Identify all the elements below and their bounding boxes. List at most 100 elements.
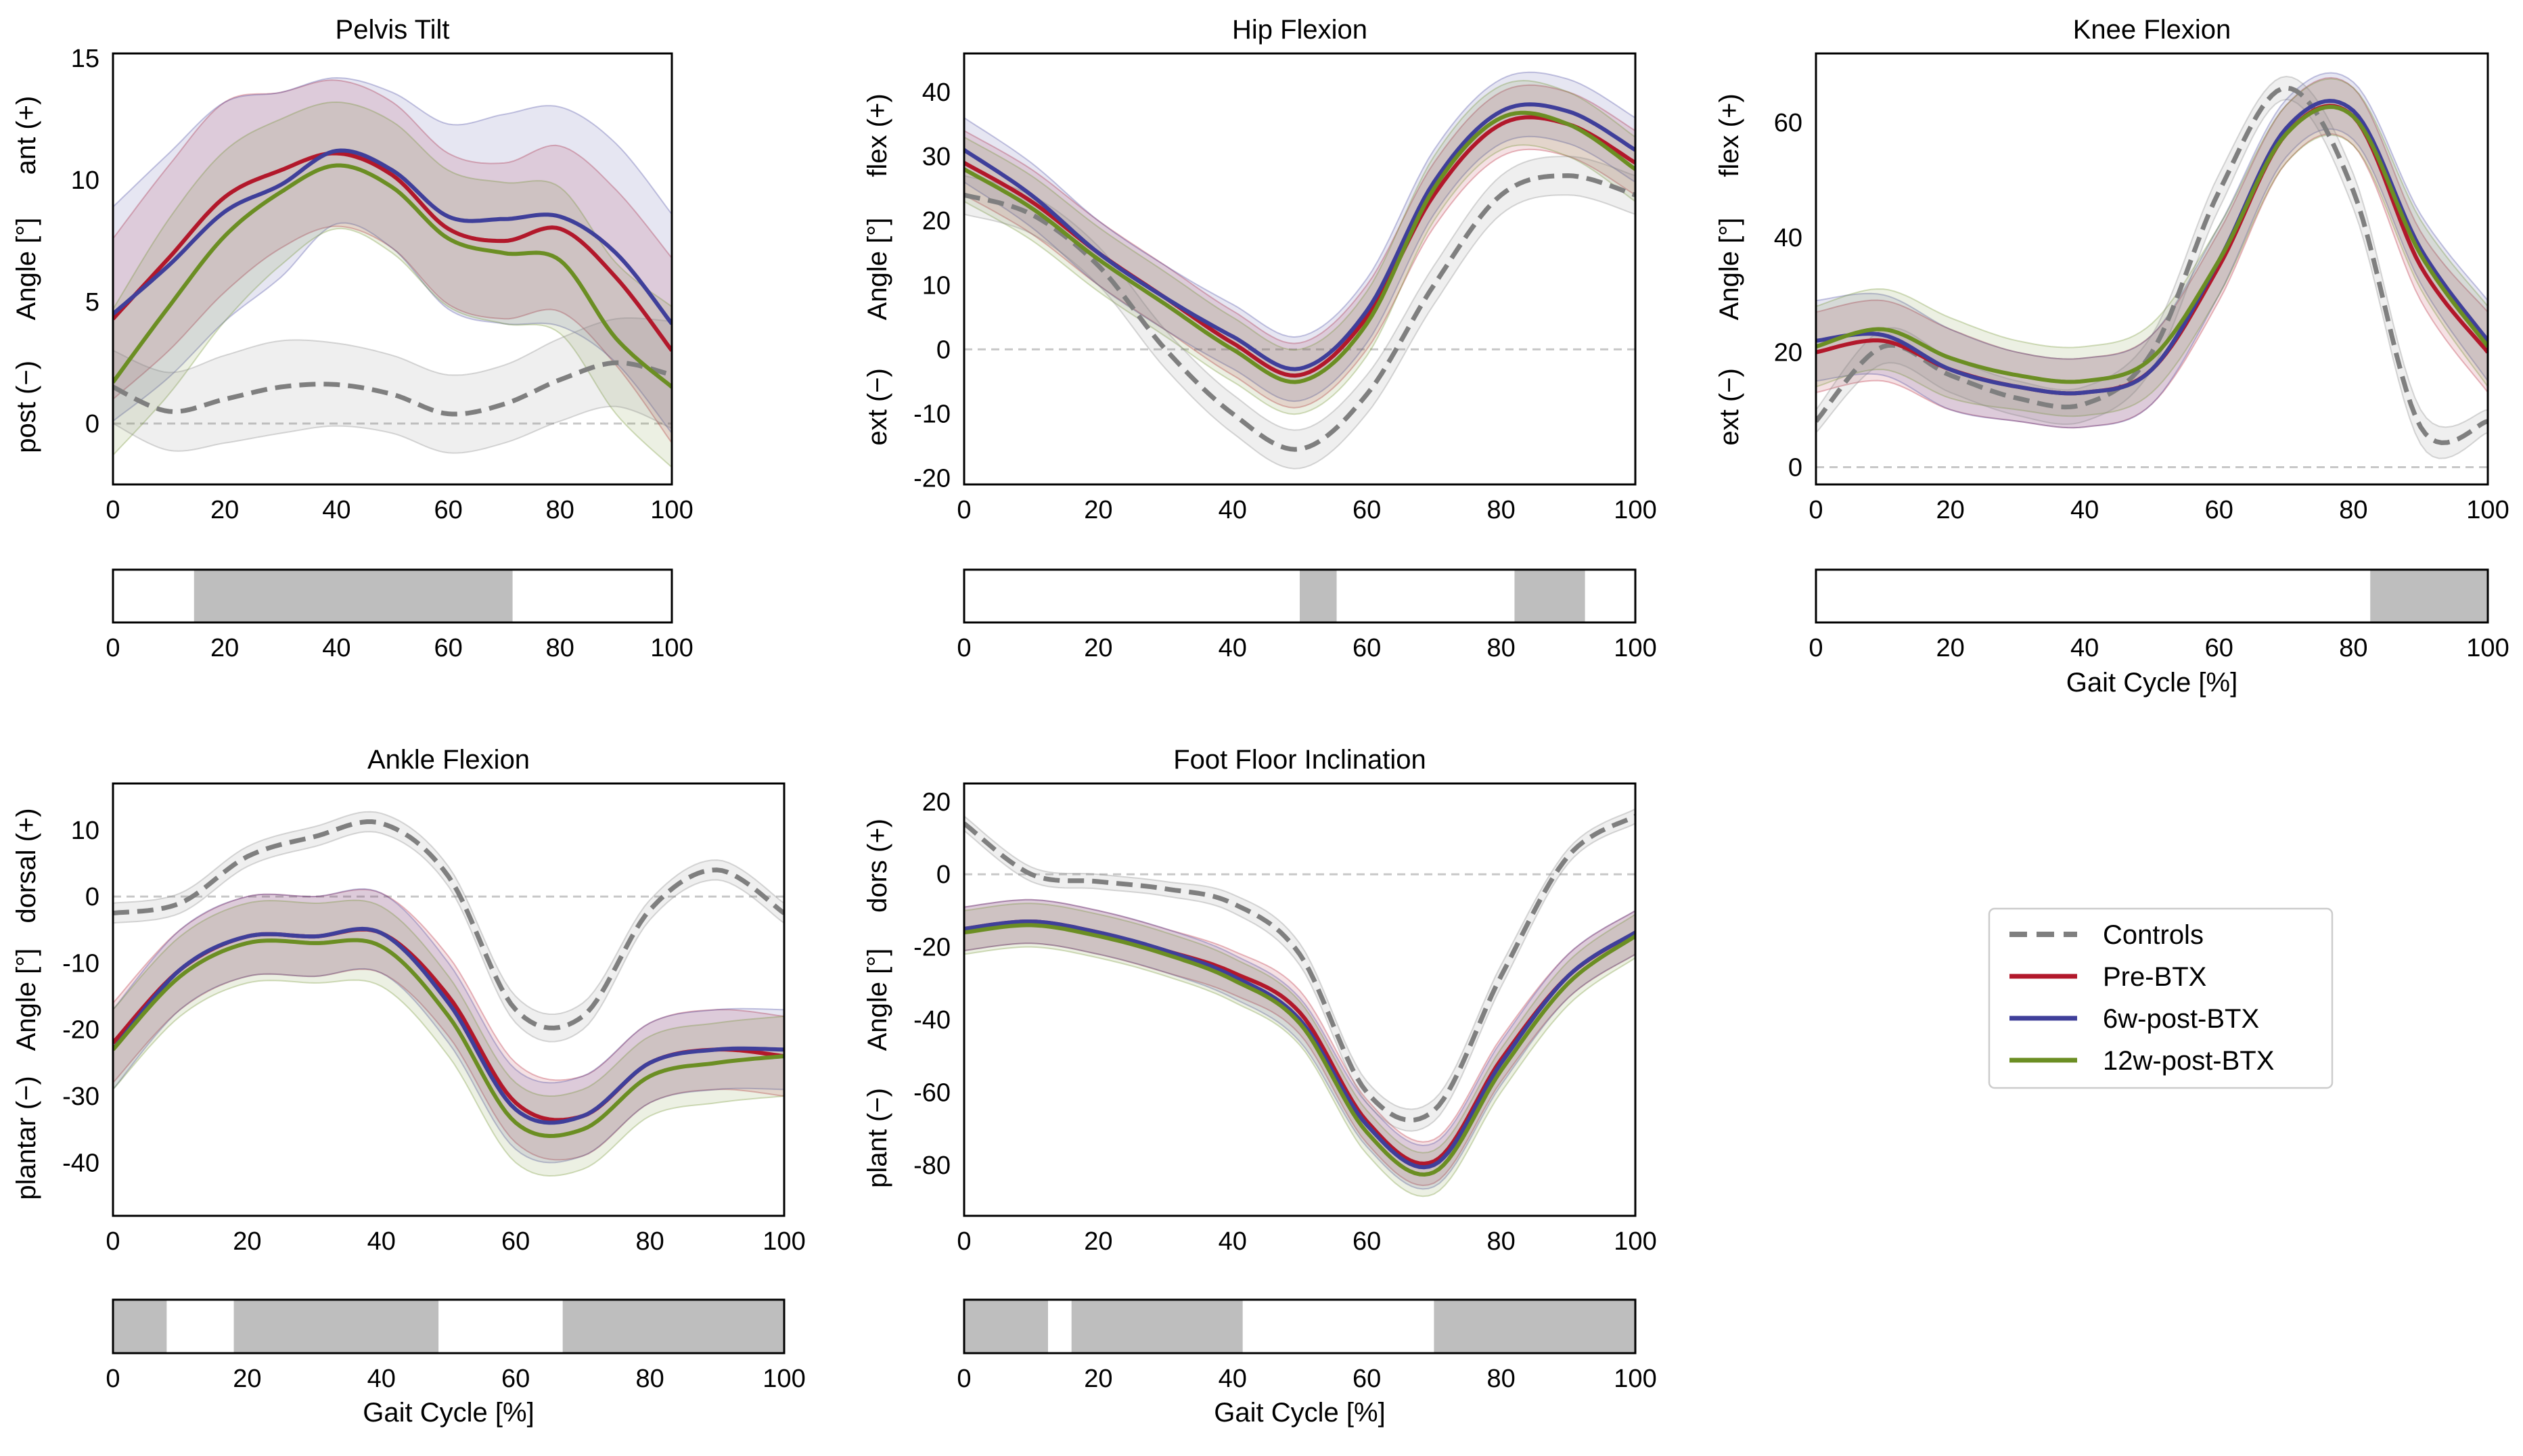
foot-line-12w-post-btx (964, 923, 1635, 1177)
ankle-axes-frame (112, 782, 786, 1217)
ankle-line-controls (113, 819, 784, 1030)
foot-bar-xtick-label: 0 (957, 1365, 971, 1393)
ankle-band-12w-post-btx (113, 899, 784, 1177)
knee-xtick-label: 100 (2466, 496, 2509, 524)
ankle-significance-segment (562, 1300, 784, 1353)
ankle-ytick-label: -20 (62, 1016, 99, 1045)
hip-significance-segment (1300, 570, 1337, 622)
pelvis-title: Pelvis Tilt (336, 15, 450, 45)
knee-ytick-label: 40 (1774, 224, 1802, 252)
pelvis-bar-xtick-label: 100 (650, 634, 693, 662)
ankle-significance-segment (113, 1300, 167, 1353)
knee-xtick-label: 40 (2070, 496, 2099, 524)
foot-significance-frame (963, 1298, 1637, 1355)
foot-axes-frame (963, 782, 1637, 1217)
pelvis-bar-xtick-label: 40 (322, 634, 350, 662)
hip-bar-xtick-label: 60 (1353, 634, 1381, 662)
ankle-bar-xtick-label: 60 (501, 1365, 530, 1393)
ankle-significance-segment (233, 1300, 439, 1353)
foot-ytick-label: 0 (936, 861, 951, 889)
hip-ytick-label: 30 (922, 143, 951, 171)
knee-ytick-label: 60 (1774, 109, 1802, 137)
foot-significance-segment (1071, 1300, 1243, 1353)
pelvis-line-12w-post-btx (113, 163, 672, 389)
ankle-band-controls (113, 811, 784, 1043)
foot-bar-xtick-label: 100 (1614, 1365, 1656, 1393)
hip-ytick-label: 10 (922, 271, 951, 300)
foot-line-6w-post-btx (964, 919, 1635, 1170)
ankle-xtick-label: 100 (763, 1227, 805, 1256)
panel-hip: Hip Flexion 0 20 40 60 80 100 -20 -10 0 10 20 30 40 An… (863, 15, 1657, 662)
legend-label-controls: Controls (2103, 920, 2204, 950)
legend-label-12w-post-btx: 12w-post-BTX (2103, 1046, 2274, 1076)
hip-band-pre-btx (964, 84, 1635, 409)
ankle-ytick-label: -30 (62, 1083, 99, 1111)
knee-significance-frame (1815, 568, 2489, 624)
pelvis-significance-bar: 0 20 40 60 80 100 (106, 568, 694, 662)
panel-foot: Foot Floor Inclination 0 20 40 60 80 100 -80 -60… (863, 745, 1657, 1428)
hip-bar-xtick-label: 0 (957, 634, 971, 662)
pelvis-xtick-label: 40 (322, 496, 350, 524)
pelvis-line-6w-post-btx (113, 148, 672, 325)
ankle-bar-xtick-label: 20 (233, 1365, 261, 1393)
panel-knee: Knee Flexion 0 20 40 60 80 100 0 20 40 60 Angle [°]… (1714, 15, 2509, 698)
ankle-xtick-label: 20 (233, 1227, 261, 1256)
knee-xlabel: Gait Cycle [%] (2066, 668, 2237, 698)
hip-significance-segment (1514, 570, 1585, 622)
pelvis-band-12w-post-btx (113, 101, 672, 469)
pelvis-axes-frame (112, 52, 673, 486)
knee-bar-xtick-label: 60 (2205, 634, 2233, 662)
hip-bar-xtick-label: 100 (1614, 634, 1656, 662)
foot-significance-bar: 0 20 40 60 80 100 (957, 1298, 1657, 1393)
knee-ytick-label: 20 (1774, 339, 1802, 367)
knee-xtick-label: 60 (2205, 496, 2233, 524)
legend-label-pre-btx: Pre-BTX (2103, 962, 2206, 992)
foot-xtick-label: 40 (1219, 1227, 1247, 1256)
pelvis-bar-xtick-label: 0 (106, 634, 120, 662)
foot-xtick-label: 0 (957, 1227, 971, 1256)
foot-xtick-label: 80 (1486, 1227, 1515, 1256)
pelvis-bar-xtick-label: 20 (210, 634, 239, 662)
hip-xtick-label: 40 (1219, 496, 1247, 524)
pelvis-ytick-label: 5 (85, 288, 99, 317)
hip-significance-bar: 0 20 40 60 80 100 (957, 568, 1657, 662)
foot-bar-xtick-label: 20 (1084, 1365, 1112, 1393)
knee-bar-xtick-label: 100 (2466, 634, 2509, 662)
knee-line-12w-post-btx (1816, 105, 2488, 384)
ankle-xtick-label: 80 (635, 1227, 664, 1256)
panel-pelvis: Pelvis Tilt 0 20 40 60 80 100 0 5 10 15 Angle [°] an… (12, 15, 694, 662)
hip-xtick-label: 80 (1486, 496, 1515, 524)
ankle-significance-frame (112, 1298, 786, 1355)
hip-xtick-label: 20 (1084, 496, 1112, 524)
pelvis-ytick-label: 15 (71, 45, 99, 73)
foot-ytick-label: -20 (913, 934, 951, 962)
foot-title: Foot Floor Inclination (1173, 745, 1426, 775)
pelvis-ylabel-positive: ant (+) (12, 96, 41, 175)
pelvis-xtick-label: 0 (106, 496, 120, 524)
hip-ytick-label: -10 (913, 400, 951, 428)
pelvis-significance-frame (112, 568, 673, 624)
foot-ylabel-positive: dors (+) (863, 819, 892, 913)
foot-bar-xtick-label: 40 (1219, 1365, 1247, 1393)
pelvis-xtick-label: 100 (650, 496, 693, 524)
ankle-ytick-label: 10 (71, 817, 99, 845)
hip-axes-frame (963, 52, 1637, 486)
ankle-line-12w-post-btx (113, 938, 784, 1138)
ankle-ytick-label: -10 (62, 949, 99, 978)
hip-xtick-label: 60 (1353, 496, 1381, 524)
pelvis-bar-xtick-label: 60 (434, 634, 462, 662)
legend-label-6w-post-btx: 6w-post-BTX (2103, 1004, 2259, 1034)
ankle-xtick-label: 0 (106, 1227, 120, 1256)
hip-ylabel-positive: flex (+) (863, 93, 892, 177)
hip-ylabel: Angle [°] (863, 218, 892, 321)
knee-ylabel-negative: ext (−) (1714, 368, 1744, 445)
hip-bar-xtick-label: 80 (1486, 634, 1515, 662)
foot-significance-segment (964, 1300, 1048, 1353)
hip-line-6w-post-btx (964, 102, 1635, 371)
knee-axes-frame (1815, 52, 2489, 486)
knee-xtick-label: 80 (2339, 496, 2367, 524)
hip-line-12w-post-btx (964, 110, 1635, 384)
pelvis-bar-xtick-label: 80 (546, 634, 574, 662)
